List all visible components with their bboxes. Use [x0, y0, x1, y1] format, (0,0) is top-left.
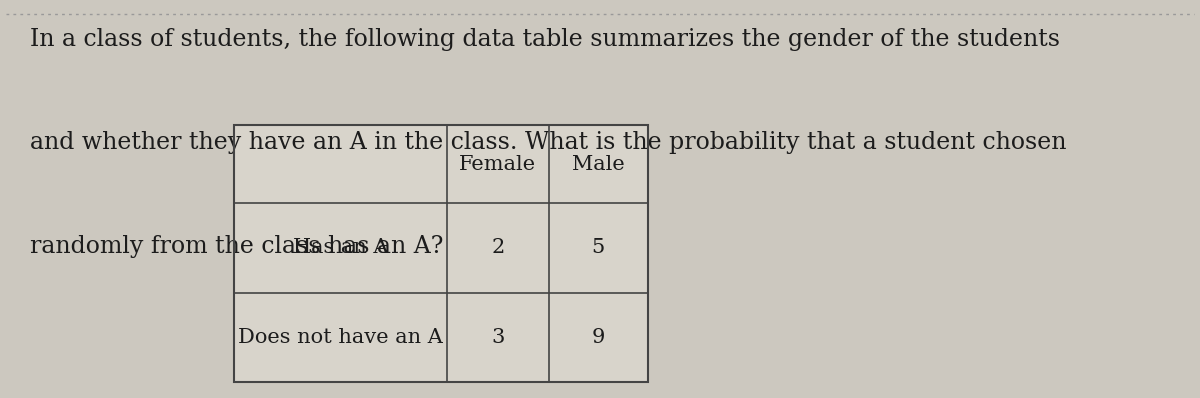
Bar: [448, 293, 548, 382]
Bar: [234, 125, 648, 382]
Text: Does not have an A: Does not have an A: [238, 328, 443, 347]
Text: Female: Female: [460, 155, 536, 174]
Bar: [548, 293, 648, 382]
Bar: [448, 125, 548, 203]
Bar: [234, 125, 448, 203]
Bar: [548, 203, 648, 293]
Text: Male: Male: [572, 155, 625, 174]
Text: 3: 3: [491, 328, 505, 347]
Text: and whether they have an A in the class. What is the probability that a student : and whether they have an A in the class.…: [30, 131, 1067, 154]
Text: Has an A: Has an A: [293, 238, 389, 257]
Bar: [234, 293, 448, 382]
Bar: [448, 203, 548, 293]
Text: 9: 9: [592, 328, 605, 347]
Text: In a class of students, the following data table summarizes the gender of the st: In a class of students, the following da…: [30, 28, 1060, 51]
Bar: [234, 203, 448, 293]
Text: 5: 5: [592, 238, 605, 257]
Text: 2: 2: [491, 238, 504, 257]
Text: randomly from the class has an A?: randomly from the class has an A?: [30, 235, 443, 258]
Bar: [548, 125, 648, 203]
